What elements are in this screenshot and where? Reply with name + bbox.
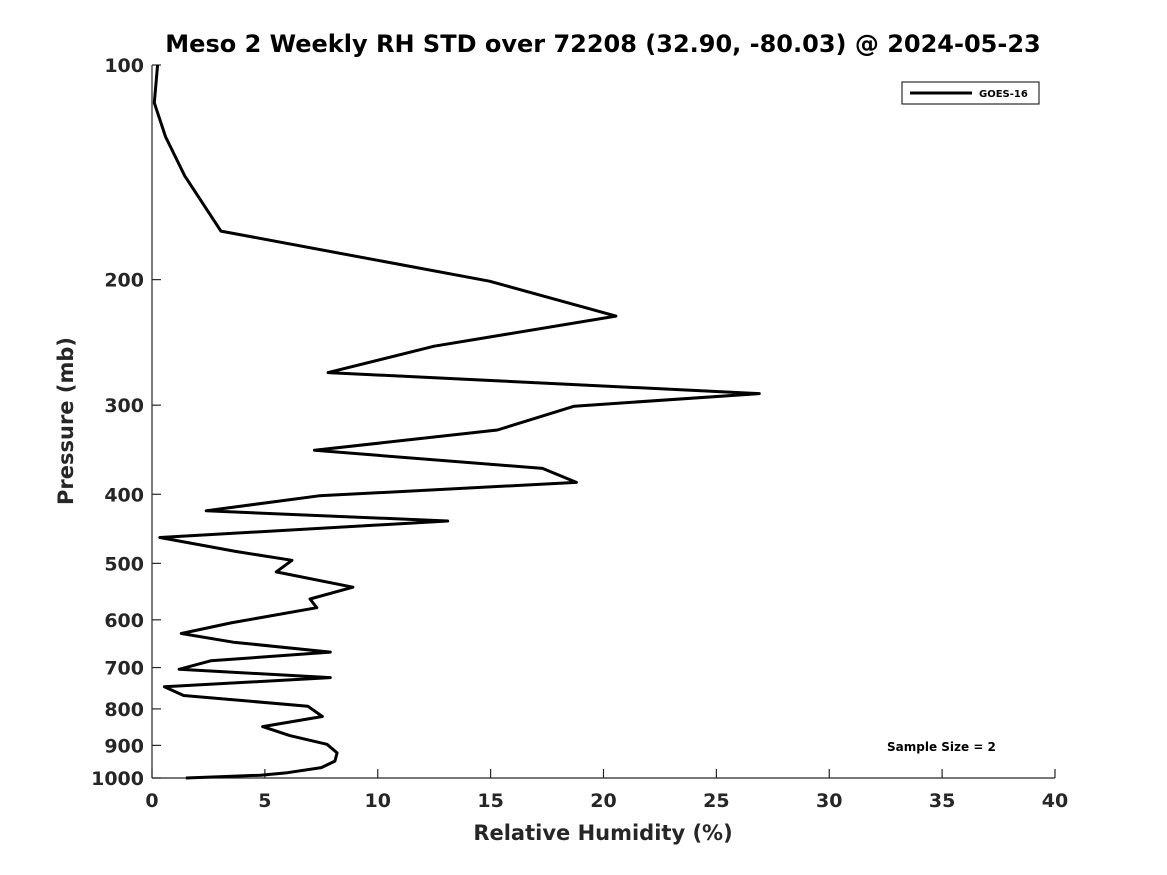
y-tick-label: 700 [104, 658, 144, 680]
y-tick-label: 400 [104, 484, 144, 506]
x-tick-label: 5 [258, 790, 271, 812]
x-tick-label: 15 [477, 790, 503, 812]
sample-size-annotation: Sample Size = 2 [887, 740, 996, 754]
x-tick-label: 0 [145, 790, 158, 812]
y-tick-label: 100 [104, 55, 144, 77]
x-tick-label: 30 [816, 790, 842, 812]
y-tick-label: 900 [104, 735, 144, 757]
legend-entry-goes16: GOES-16 [979, 89, 1028, 100]
x-ticks: 0 5 10 15 20 25 30 35 40 [145, 769, 1068, 812]
y-tick-label: 800 [104, 699, 144, 721]
x-tick-label: 35 [929, 790, 955, 812]
x-tick-label: 25 [703, 790, 729, 812]
y-tick-label: 300 [104, 395, 144, 417]
x-tick-label: 40 [1042, 790, 1068, 812]
x-tick-label: 10 [365, 790, 391, 812]
plot-frame [152, 65, 1055, 778]
y-axis-label: Pressure (mb) [54, 337, 78, 505]
x-axis-label: Relative Humidity (%) [473, 821, 732, 845]
legend: GOES-16 [901, 81, 1040, 105]
y-tick-label: 1000 [91, 768, 144, 790]
y-ticks: 100 200 300 400 500 600 700 800 900 1000 [91, 55, 161, 790]
chart-title: Meso 2 Weekly RH STD over 72208 (32.90, … [165, 30, 1040, 58]
y-tick-label: 200 [104, 270, 144, 292]
y-tick-label: 600 [104, 610, 144, 632]
x-tick-label: 20 [590, 790, 616, 812]
y-tick-label: 500 [104, 553, 144, 575]
series-line-goes16 [152, 64, 761, 780]
